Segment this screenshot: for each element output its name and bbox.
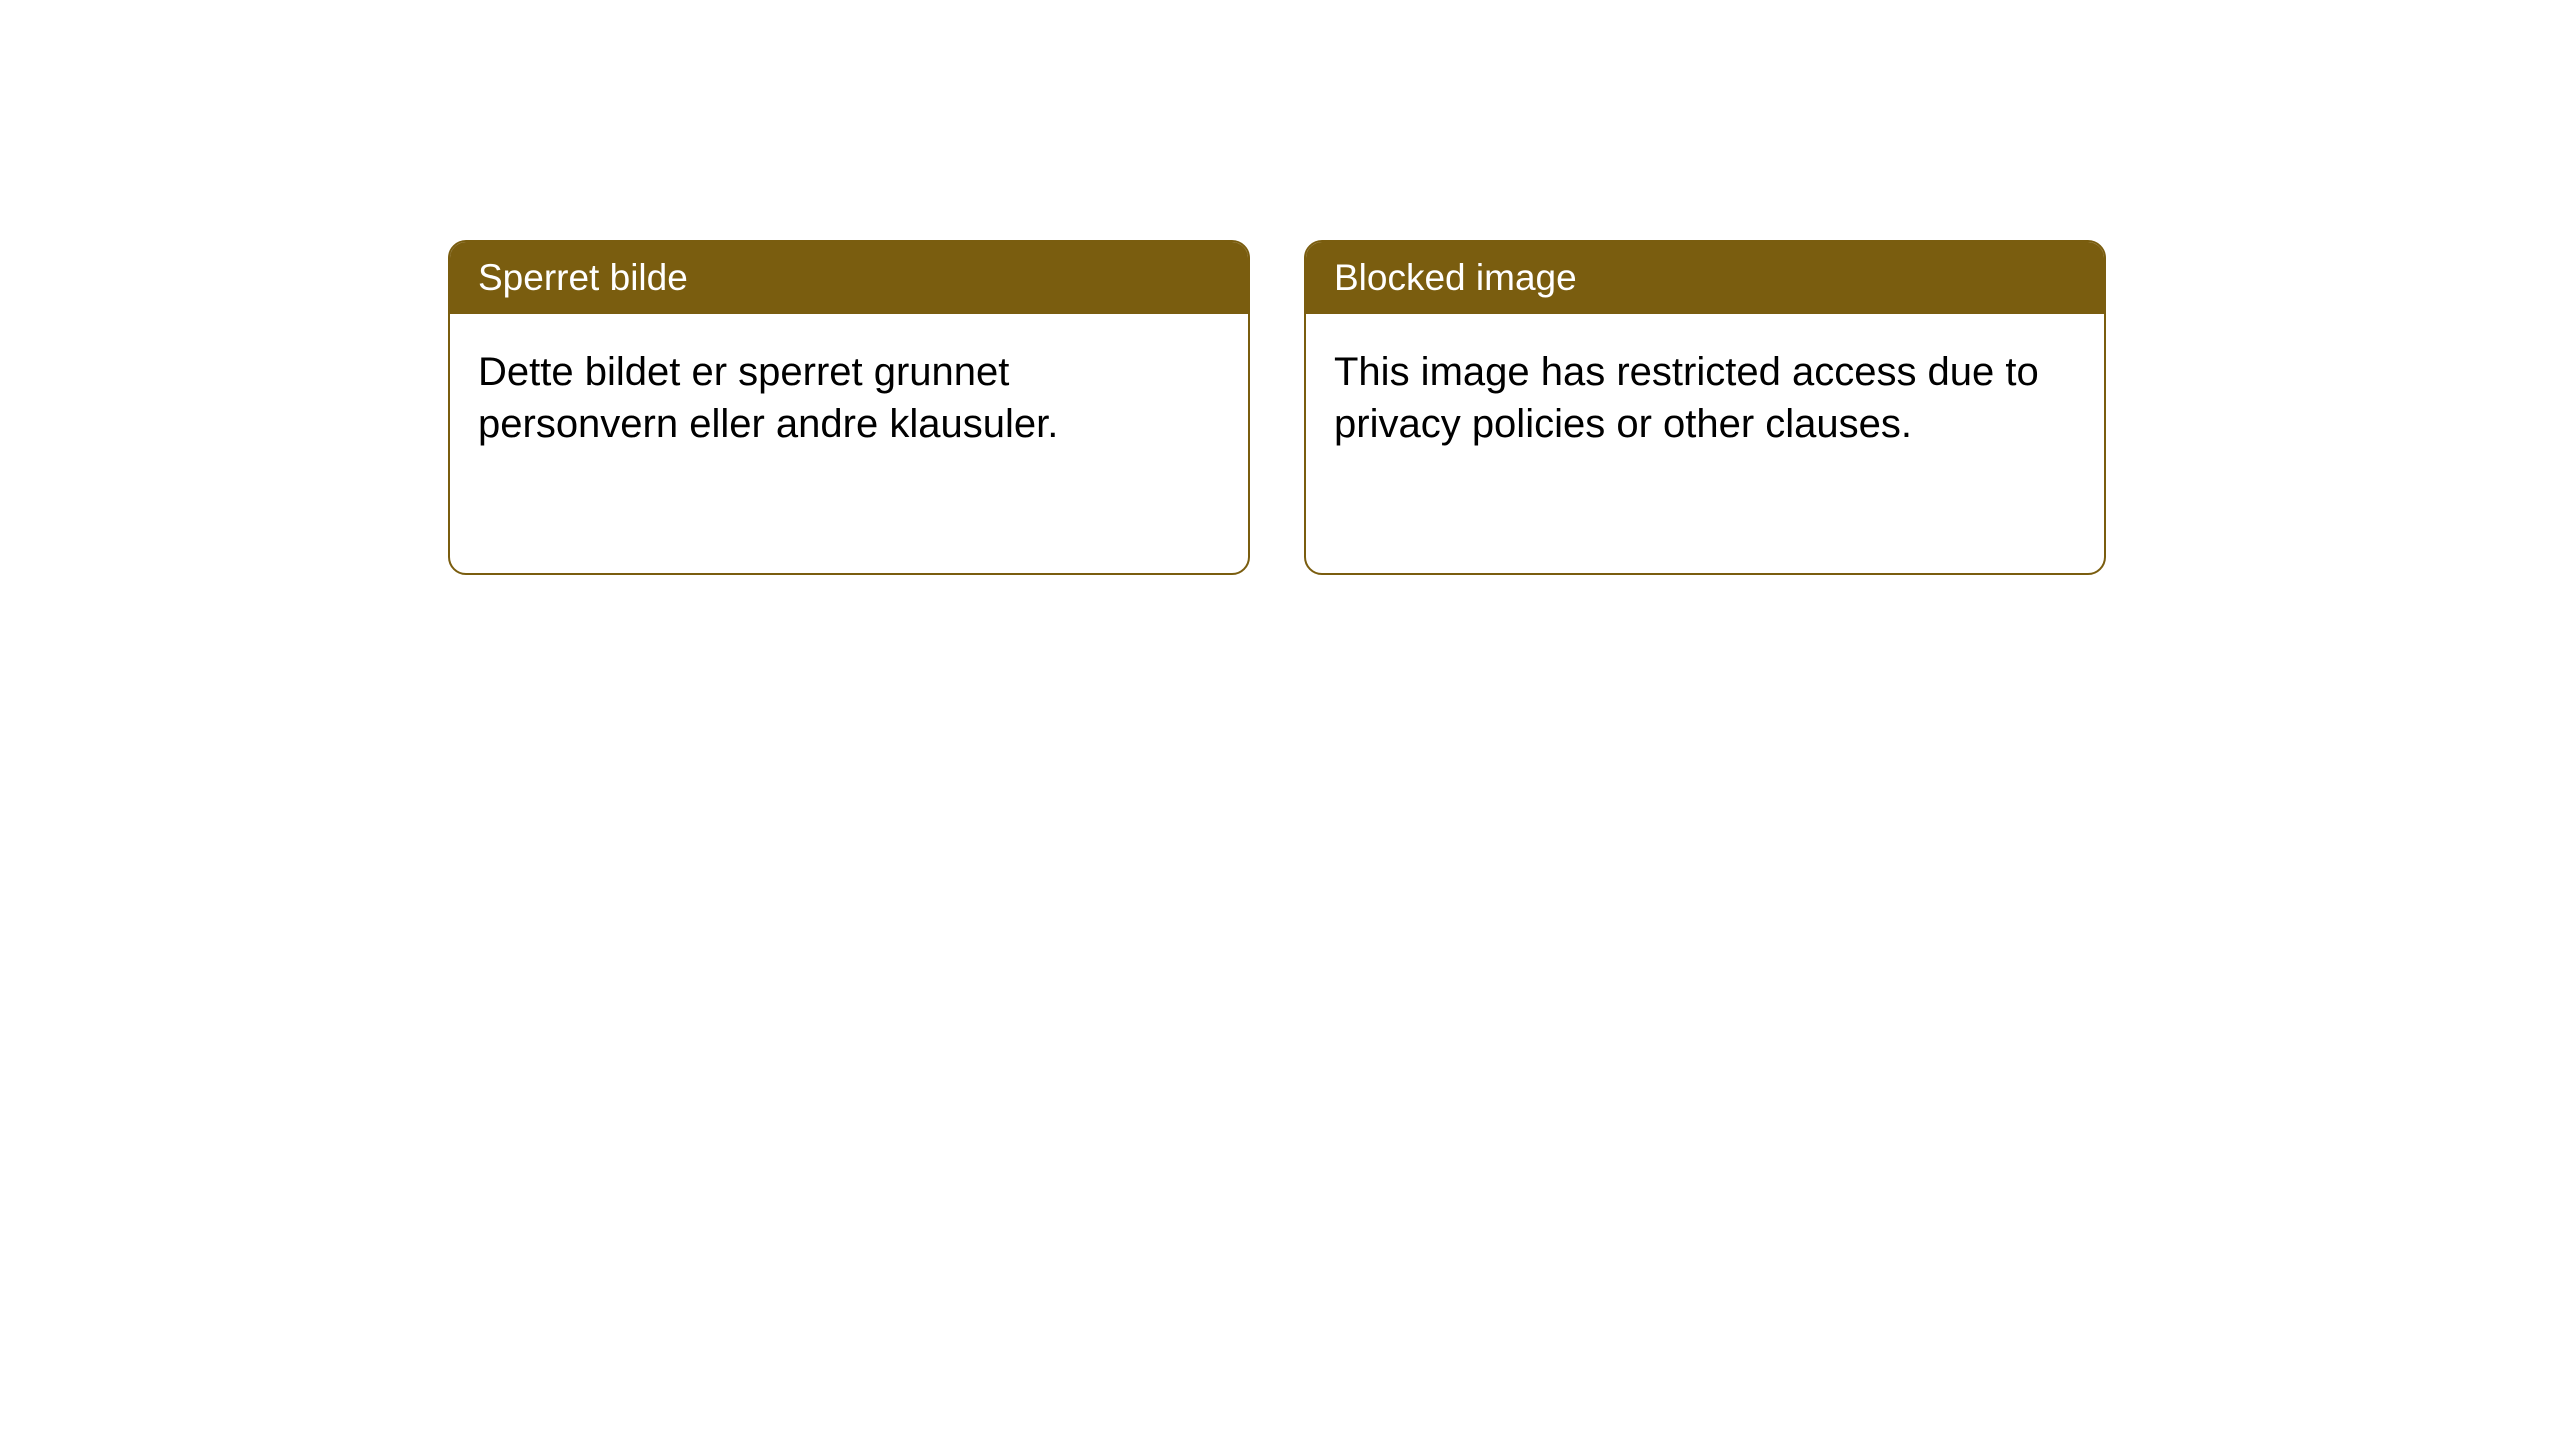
card-header-text: Sperret bilde <box>478 257 688 298</box>
card-body: This image has restricted access due to … <box>1306 314 2104 482</box>
card-header-text: Blocked image <box>1334 257 1577 298</box>
notice-card-norwegian: Sperret bilde Dette bildet er sperret gr… <box>448 240 1250 575</box>
card-body-text: This image has restricted access due to … <box>1334 350 2039 446</box>
card-body: Dette bildet er sperret grunnet personve… <box>450 314 1248 482</box>
card-body-text: Dette bildet er sperret grunnet personve… <box>478 350 1058 446</box>
card-header: Sperret bilde <box>450 242 1248 314</box>
notice-cards-container: Sperret bilde Dette bildet er sperret gr… <box>448 240 2106 575</box>
notice-card-english: Blocked image This image has restricted … <box>1304 240 2106 575</box>
card-header: Blocked image <box>1306 242 2104 314</box>
